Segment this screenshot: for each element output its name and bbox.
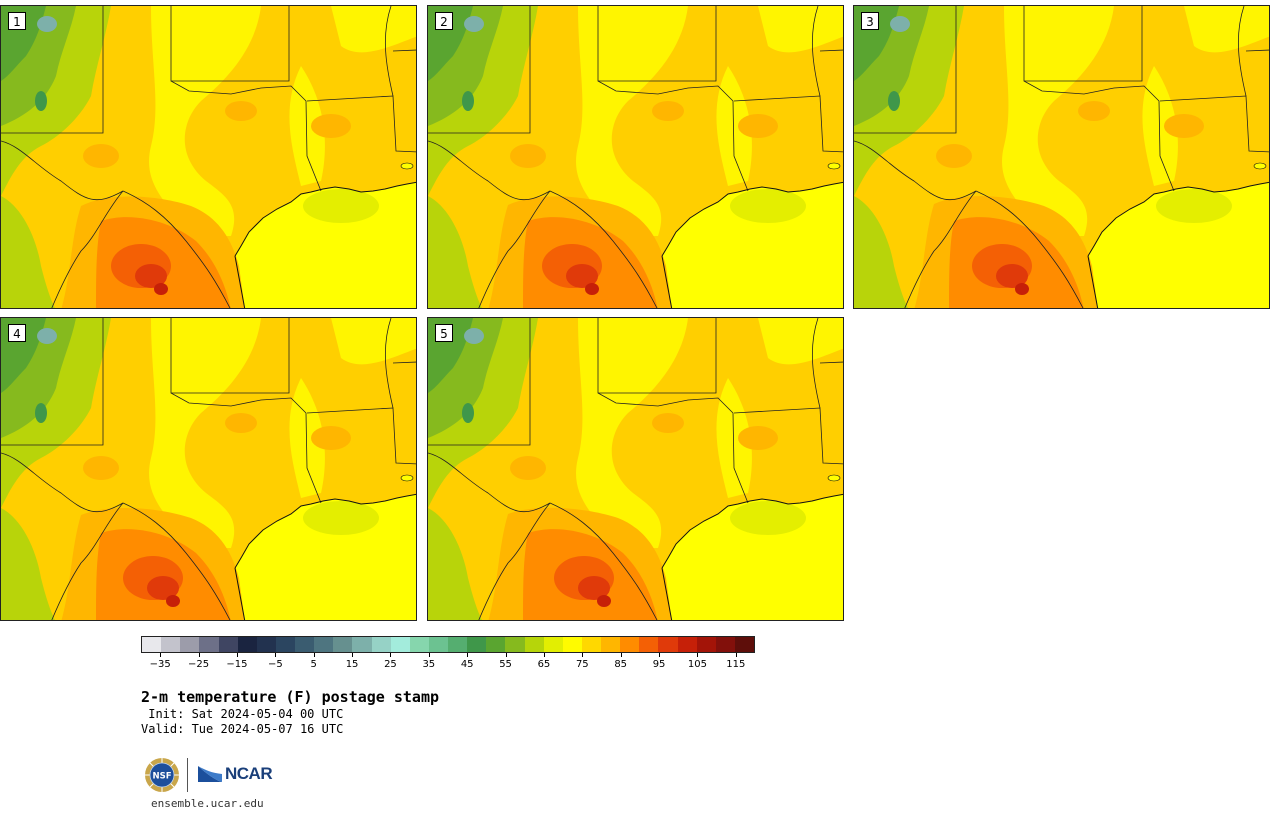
ncar-logo-text: NCAR: [225, 764, 273, 783]
panel-number-label: 5: [435, 324, 453, 342]
colorbar-swatch: [180, 637, 200, 652]
colorbar-swatch: [696, 637, 716, 652]
colorbar-swatch: [218, 637, 238, 652]
init-time: Init: Sat 2024-05-04 00 UTC: [141, 707, 344, 721]
map-panel: 3: [853, 5, 1270, 309]
map-panel: 2: [427, 5, 844, 309]
colorbar-tick: [505, 653, 507, 657]
colorbar-tick: [160, 653, 162, 657]
colorbar-tick: [352, 653, 354, 657]
map-panel: 5: [427, 317, 844, 621]
panel-number-label: 4: [8, 324, 26, 342]
colorbar-tick-label: 25: [384, 659, 397, 670]
colorbar-swatch: [371, 637, 391, 652]
ncar-swoosh-icon: [198, 766, 222, 782]
colorbar-tick-label: 5: [310, 659, 317, 670]
figure-title: 2-m temperature (F) postage stamp: [141, 688, 440, 706]
ncar-logo: NCAR: [197, 762, 273, 786]
panel-number-label: 3: [861, 12, 879, 30]
nsf-logo: NSF: [145, 758, 179, 792]
footer-url[interactable]: ensemble.ucar.edu: [151, 797, 264, 810]
colorbar-tick-label: 15: [345, 659, 359, 670]
colorbar-swatch: [639, 637, 659, 652]
colorbar-swatch: [409, 637, 429, 652]
colorbar-swatch: [275, 637, 295, 652]
colorbar-swatch: [524, 637, 544, 652]
colorbar-tick: [428, 653, 430, 657]
colorbar-tick: [198, 653, 200, 657]
colorbar-tick: [275, 653, 277, 657]
colorbar-swatch: [562, 637, 582, 652]
colorbar-swatch: [486, 637, 506, 652]
temperature-map: [428, 6, 843, 308]
temperature-map: [1, 318, 416, 620]
colorbar-swatch: [658, 637, 678, 652]
colorbar-tick-label: 95: [652, 659, 666, 670]
colorbar-tick: [735, 653, 737, 657]
colorbar-swatch: [352, 637, 372, 652]
colorbar-tick-label: −25: [188, 659, 210, 670]
colorbar-swatch: [581, 637, 601, 652]
colorbar-swatch: [467, 637, 487, 652]
map-panel: 4: [0, 317, 417, 621]
colorbar-tick-label: 85: [614, 659, 628, 670]
colorbar-swatch: [314, 637, 334, 652]
colorbar-tick-label: 115: [726, 659, 746, 670]
panel-number-label: 2: [435, 12, 453, 30]
map-panel: 1: [0, 5, 417, 309]
colorbar-swatch: [237, 637, 257, 652]
colorbar-swatch: [734, 637, 754, 652]
colorbar-tick: [543, 653, 545, 657]
colorbar-swatch: [142, 637, 162, 652]
colorbar-swatch: [428, 637, 448, 652]
colorbar-swatch: [505, 637, 525, 652]
colorbar-tick-label: −35: [149, 659, 171, 670]
colorbar-tick-label: 65: [537, 659, 551, 670]
colorbar-tick-label: 45: [460, 659, 474, 670]
colorbar-tick-label: 75: [575, 659, 589, 670]
colorbar-tick-label: 55: [499, 659, 512, 670]
colorbar-swatch: [256, 637, 276, 652]
valid-time: Valid: Tue 2024-05-07 16 UTC: [141, 722, 344, 736]
colorbar-swatch: [601, 637, 621, 652]
colorbar-swatch: [161, 637, 181, 652]
colorbar-swatch: [199, 637, 219, 652]
colorbar-swatch: [620, 637, 640, 652]
colorbar-tick-label: 105: [687, 659, 707, 670]
colorbar-tick: [313, 653, 315, 657]
temperature-colorbar: [141, 636, 755, 653]
colorbar-swatch: [677, 637, 697, 652]
panel-number-label: 1: [8, 12, 26, 30]
temperature-map: [428, 318, 843, 620]
colorbar-tick-label: −5: [267, 659, 283, 670]
colorbar-ticks: −35 −25 −15 −5 5 15 25 35 45 55 65 75 85 95 105 115: [141, 653, 755, 673]
colorbar-tick-label: 35: [422, 659, 436, 670]
colorbar-swatch: [390, 637, 410, 652]
colorbar-tick: [390, 653, 392, 657]
temperature-map: [854, 6, 1269, 308]
colorbar-swatch: [543, 637, 563, 652]
colorbar-swatch: [333, 637, 353, 652]
logo-divider: [187, 758, 188, 792]
colorbar-swatch: [448, 637, 468, 652]
colorbar-tick: [582, 653, 584, 657]
colorbar-tick: [236, 653, 238, 657]
colorbar-swatch: [295, 637, 315, 652]
nsf-logo-text: NSF: [152, 772, 171, 782]
colorbar-tick: [697, 653, 699, 657]
colorbar-tick: [620, 653, 622, 657]
temperature-map: [1, 6, 416, 308]
colorbar-swatch: [715, 637, 735, 652]
colorbar-tick: [659, 653, 661, 657]
colorbar-tick: [467, 653, 469, 657]
colorbar-tick-label: −15: [226, 659, 248, 670]
